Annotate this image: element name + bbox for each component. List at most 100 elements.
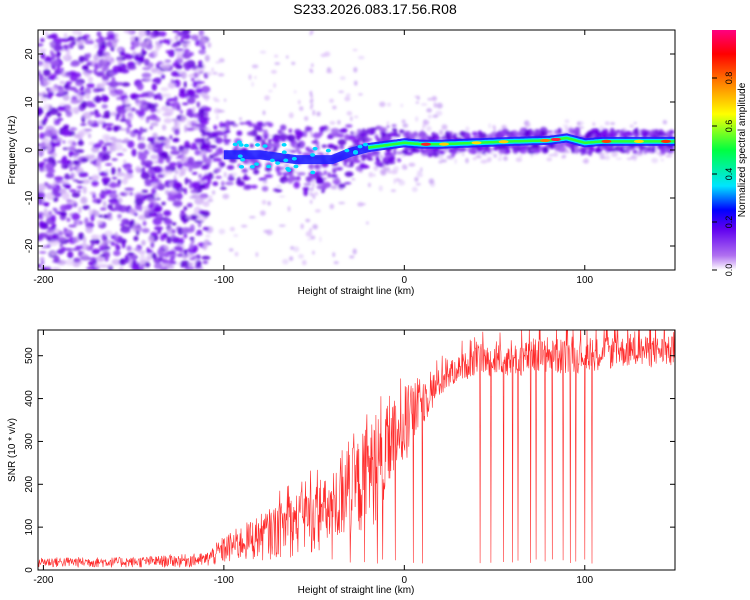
- noise-blob: [93, 53, 100, 62]
- band-blob: [652, 145, 656, 153]
- band-blob: [303, 129, 308, 138]
- noise-blob: [180, 117, 188, 120]
- noise-blob: [52, 197, 59, 202]
- noise-blob: [144, 77, 152, 81]
- band-blob: [654, 130, 658, 134]
- noise-blob: [129, 93, 138, 100]
- band-blob: [264, 134, 268, 141]
- snr-series-line: [38, 330, 675, 568]
- band-blob: [289, 150, 298, 153]
- ridge-hotspot: [471, 141, 482, 145]
- noise-blob: [122, 228, 130, 234]
- x-tick-label: -200: [33, 275, 53, 286]
- noise-blob: [144, 178, 153, 185]
- band-blob: [568, 127, 572, 134]
- noise-blob: [81, 38, 89, 41]
- noise-blob: [274, 54, 279, 58]
- top-x-axis-label: Height of straight line (km): [298, 286, 415, 297]
- noise-blob: [475, 155, 481, 158]
- band-blob: [632, 149, 638, 155]
- band-blob: [241, 168, 248, 174]
- colorbar-label: Normalized spectral amplitude: [737, 82, 748, 217]
- noise-blob: [162, 112, 172, 117]
- noise-blob: [45, 142, 50, 148]
- noise-blob: [553, 151, 559, 157]
- noise-blob: [285, 55, 289, 59]
- band-blob: [214, 167, 222, 173]
- ridge-hotspot: [660, 139, 671, 143]
- noise-blob: [141, 166, 146, 174]
- noise-blob: [143, 160, 154, 166]
- noise-blob: [111, 258, 122, 266]
- noise-blob: [305, 218, 311, 223]
- noise-blob: [99, 254, 106, 258]
- snr-panel: -200 -100 0 100 0 100 200 300 400 500 Height of s…: [7, 329, 676, 596]
- noise-blob: [96, 50, 104, 57]
- noise-blob: [58, 105, 63, 110]
- band-blob: [303, 183, 312, 186]
- noise-blob: [461, 152, 465, 157]
- band-blob: [505, 148, 510, 152]
- noise-blob: [97, 39, 102, 48]
- band-blob: [308, 173, 318, 179]
- noise-blob: [525, 123, 531, 128]
- noise-blob: [72, 160, 80, 165]
- band-blob: [231, 123, 239, 127]
- band-blob: [634, 127, 639, 135]
- noise-blob: [427, 97, 432, 101]
- noise-blob: [76, 180, 84, 184]
- noise-blob: [72, 152, 80, 156]
- noise-blob: [598, 152, 605, 157]
- noise-blob: [651, 157, 659, 164]
- noise-blob: [312, 224, 318, 230]
- noise-blob: [116, 171, 125, 177]
- noise-blob: [276, 184, 282, 188]
- noise-blob: [194, 149, 201, 156]
- noise-blob: [154, 262, 162, 270]
- band-blob: [224, 181, 234, 186]
- noise-blob: [182, 102, 189, 106]
- band-blob: [606, 149, 614, 153]
- noise-blob: [90, 160, 97, 164]
- band-blob: [253, 169, 260, 175]
- noise-blob: [310, 30, 314, 34]
- noise-blob: [357, 202, 364, 207]
- noise-blob: [259, 210, 266, 216]
- noise-blob: [72, 30, 81, 36]
- noise-blob: [171, 229, 176, 234]
- noise-blob: [117, 218, 121, 221]
- noise-blob: [114, 138, 123, 143]
- noise-blob: [46, 34, 56, 39]
- noise-blob: [38, 263, 42, 268]
- noise-blob: [146, 103, 157, 110]
- band-blob: [204, 131, 212, 136]
- band-blob: [312, 132, 322, 139]
- band-blob: [329, 132, 335, 137]
- band-blob: [200, 177, 206, 181]
- noise-blob: [633, 156, 637, 162]
- band-blob: [384, 162, 390, 165]
- noise-blob: [310, 235, 313, 240]
- band-blob: [258, 177, 268, 181]
- noise-blob: [195, 81, 205, 84]
- band-blob: [427, 151, 434, 158]
- noise-blob: [195, 260, 202, 268]
- band-blob: [546, 130, 554, 134]
- band-blob: [386, 125, 390, 128]
- noise-blob: [54, 70, 63, 75]
- noise-blob: [108, 80, 119, 88]
- noise-blob: [433, 102, 437, 108]
- noise-blob: [530, 153, 534, 158]
- noise-blob: [166, 38, 171, 46]
- noise-blob: [85, 54, 91, 59]
- band-blob: [204, 157, 212, 165]
- noise-blob: [184, 48, 190, 54]
- noise-blob: [41, 266, 47, 270]
- band-blob: [613, 132, 618, 137]
- noise-blob: [46, 237, 51, 241]
- noise-blob: [101, 94, 109, 103]
- noise-blob: [103, 207, 107, 211]
- band-blob: [542, 146, 549, 153]
- band-blob: [384, 151, 393, 155]
- noise-blob: [629, 124, 634, 128]
